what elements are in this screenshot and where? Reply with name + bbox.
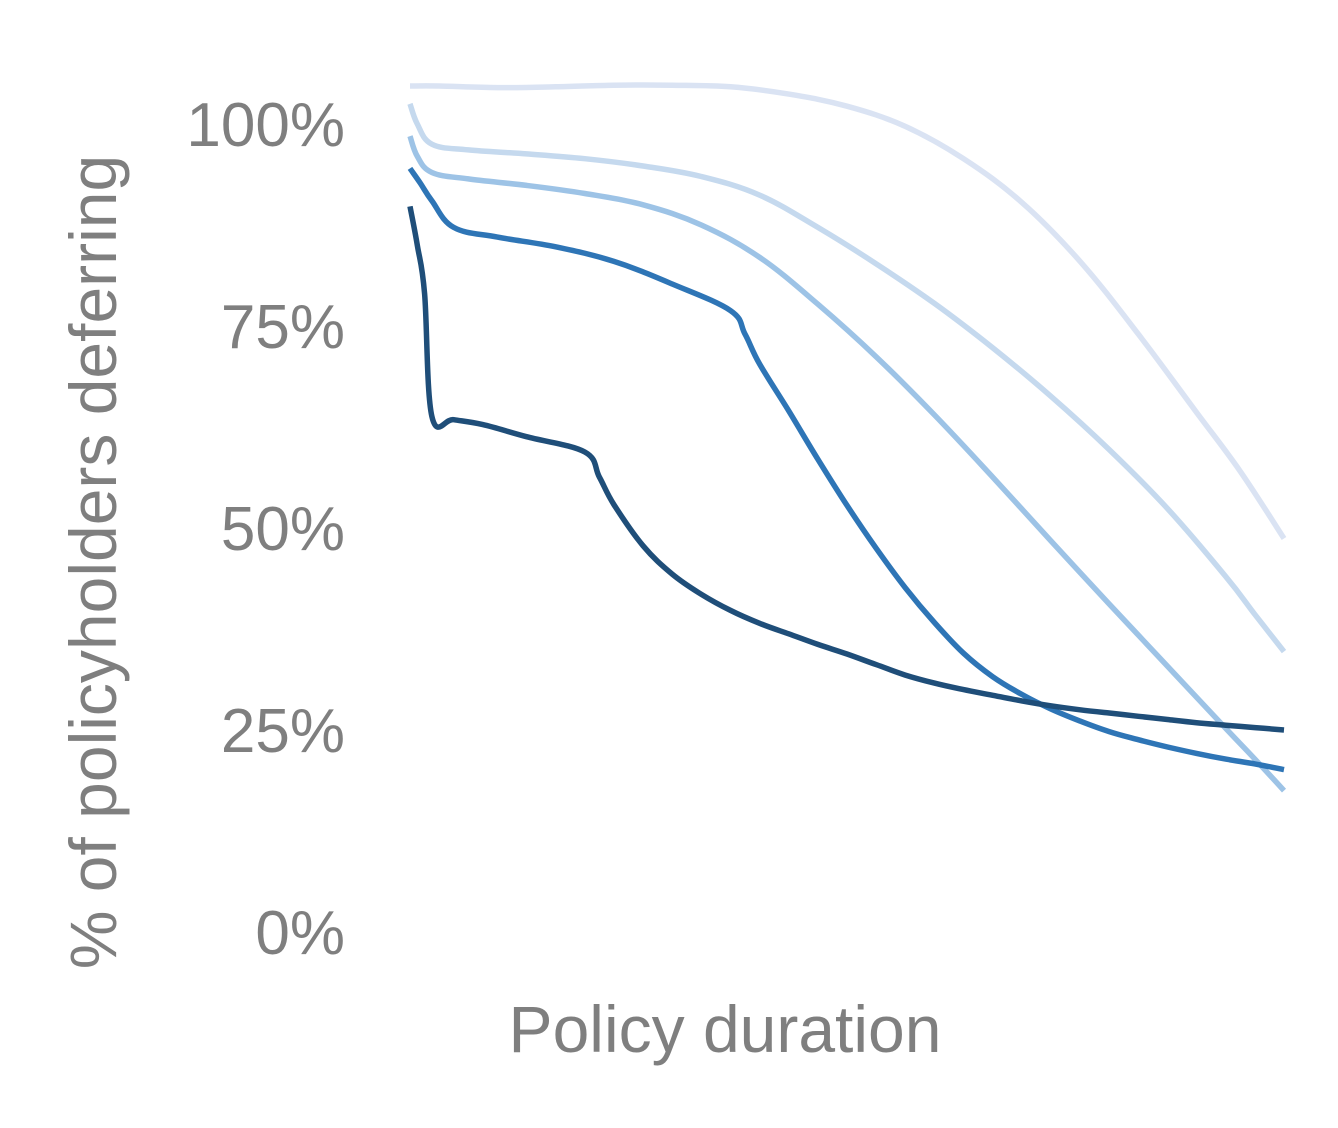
- y-tick-label: 75%: [221, 293, 345, 362]
- plot-area: [407, 82, 1287, 793]
- series-line-2: [407, 102, 1287, 654]
- y-tick-label: 100%: [186, 91, 345, 160]
- series-line-5: [407, 205, 1285, 733]
- y-tick-label: 25%: [221, 697, 345, 766]
- x-axis-title: Policy duration: [509, 992, 942, 1066]
- y-axis-title: % of policyholders deferring: [56, 155, 130, 969]
- series-line-4: [407, 166, 1285, 773]
- y-tick-label: 50%: [221, 495, 345, 564]
- series-line-1: [409, 82, 1287, 541]
- y-tick-label: 0%: [255, 899, 345, 968]
- y-axis-ticks: 0% 25% 50% 75% 100%: [186, 91, 345, 968]
- series-line-3: [407, 135, 1287, 793]
